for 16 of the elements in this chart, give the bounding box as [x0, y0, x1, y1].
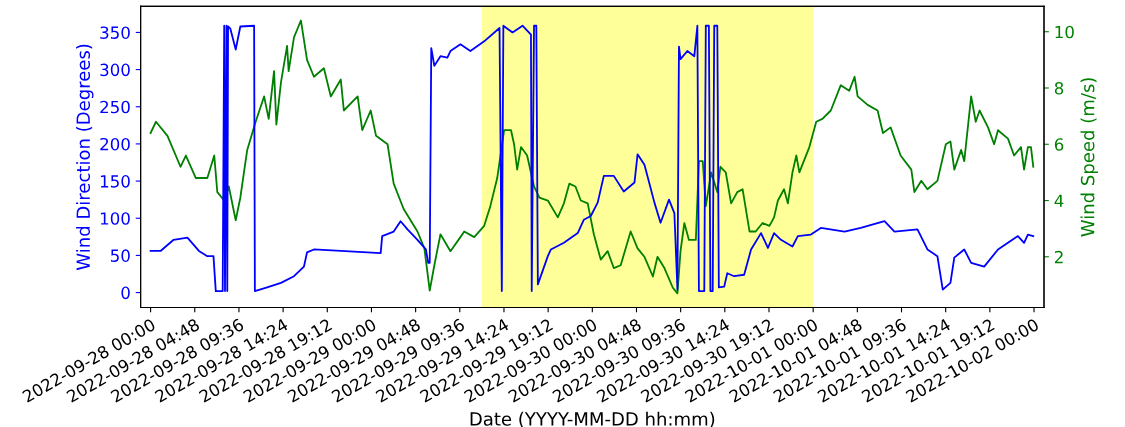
y2-axis-title: Wind Speed (m/s) — [1080, 78, 1098, 237]
y2-tick-label: 8 — [1054, 81, 1064, 95]
y-tick-label: 350 — [100, 26, 130, 39]
x-axis-title: Date (YYYY-MM-DD hh:mm) — [470, 411, 715, 427]
y2-tick-label: 2 — [1054, 250, 1063, 264]
y-tick-label: 0 — [121, 286, 130, 300]
y2-tick-label: 10 — [1055, 25, 1074, 39]
y2-tick-label: 4 — [1054, 194, 1064, 207]
y-tick-label: 300 — [100, 63, 130, 77]
y2-tick-label: 6 — [1054, 138, 1064, 151]
y-tick-label: 200 — [100, 137, 130, 151]
y-tick-label: 250 — [100, 100, 130, 114]
y-tick-label: 50 — [110, 249, 130, 262]
y-tick-label: 150 — [100, 175, 130, 188]
y-axis-title: Wind Direction (Degrees) — [76, 44, 94, 271]
y-tick-label: 100 — [100, 212, 130, 225]
